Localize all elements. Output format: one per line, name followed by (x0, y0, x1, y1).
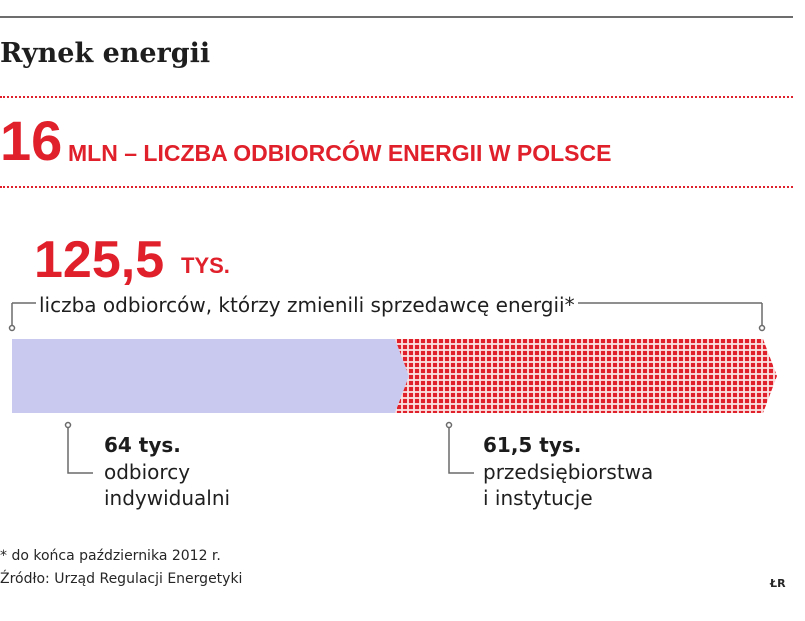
segment-1-leader (67, 427, 93, 474)
top-rule (0, 16, 793, 18)
author-credit: ŁR (770, 577, 786, 590)
segment-2-leader (448, 427, 474, 474)
stacked-bar-chart (8, 302, 777, 474)
page-title: Rynek energii (0, 38, 211, 69)
bracket-right-dot (758, 324, 766, 332)
bracket-left-dot (8, 324, 16, 332)
headline-value: 16 (0, 109, 63, 172)
segment-1-leader-dot (64, 421, 72, 429)
segment-1-label-line1: odbiorcy (104, 460, 191, 484)
dotted-divider-top (0, 96, 793, 98)
dotted-divider-bottom (0, 186, 793, 188)
headline-text: MLN – LICZBA ODBIORCÓW ENERGII W POLSCE (68, 140, 612, 166)
total-unit: TYS. (181, 253, 230, 278)
bar-segment-1 (12, 339, 409, 413)
segment-2-value: 61,5 tys. (483, 433, 582, 457)
source-note: Źródło: Urząd Regulacji Energetyki (0, 571, 243, 587)
segment-1-value: 64 tys. (104, 433, 181, 457)
segment-1-label-line2: indywidualni (104, 486, 231, 510)
segment-2-label-line1: przedsiębiorstwa (483, 460, 654, 484)
footnote: * do końca października 2012 r. (0, 548, 221, 564)
segment-2-label-line2: i instytucje (483, 486, 593, 510)
total-caption: liczba odbiorców, którzy zmienili sprzed… (36, 293, 578, 317)
total-value: 125,5 (34, 231, 165, 289)
bar-segment-2 (394, 339, 777, 413)
segment-2-leader-dot (445, 421, 453, 429)
